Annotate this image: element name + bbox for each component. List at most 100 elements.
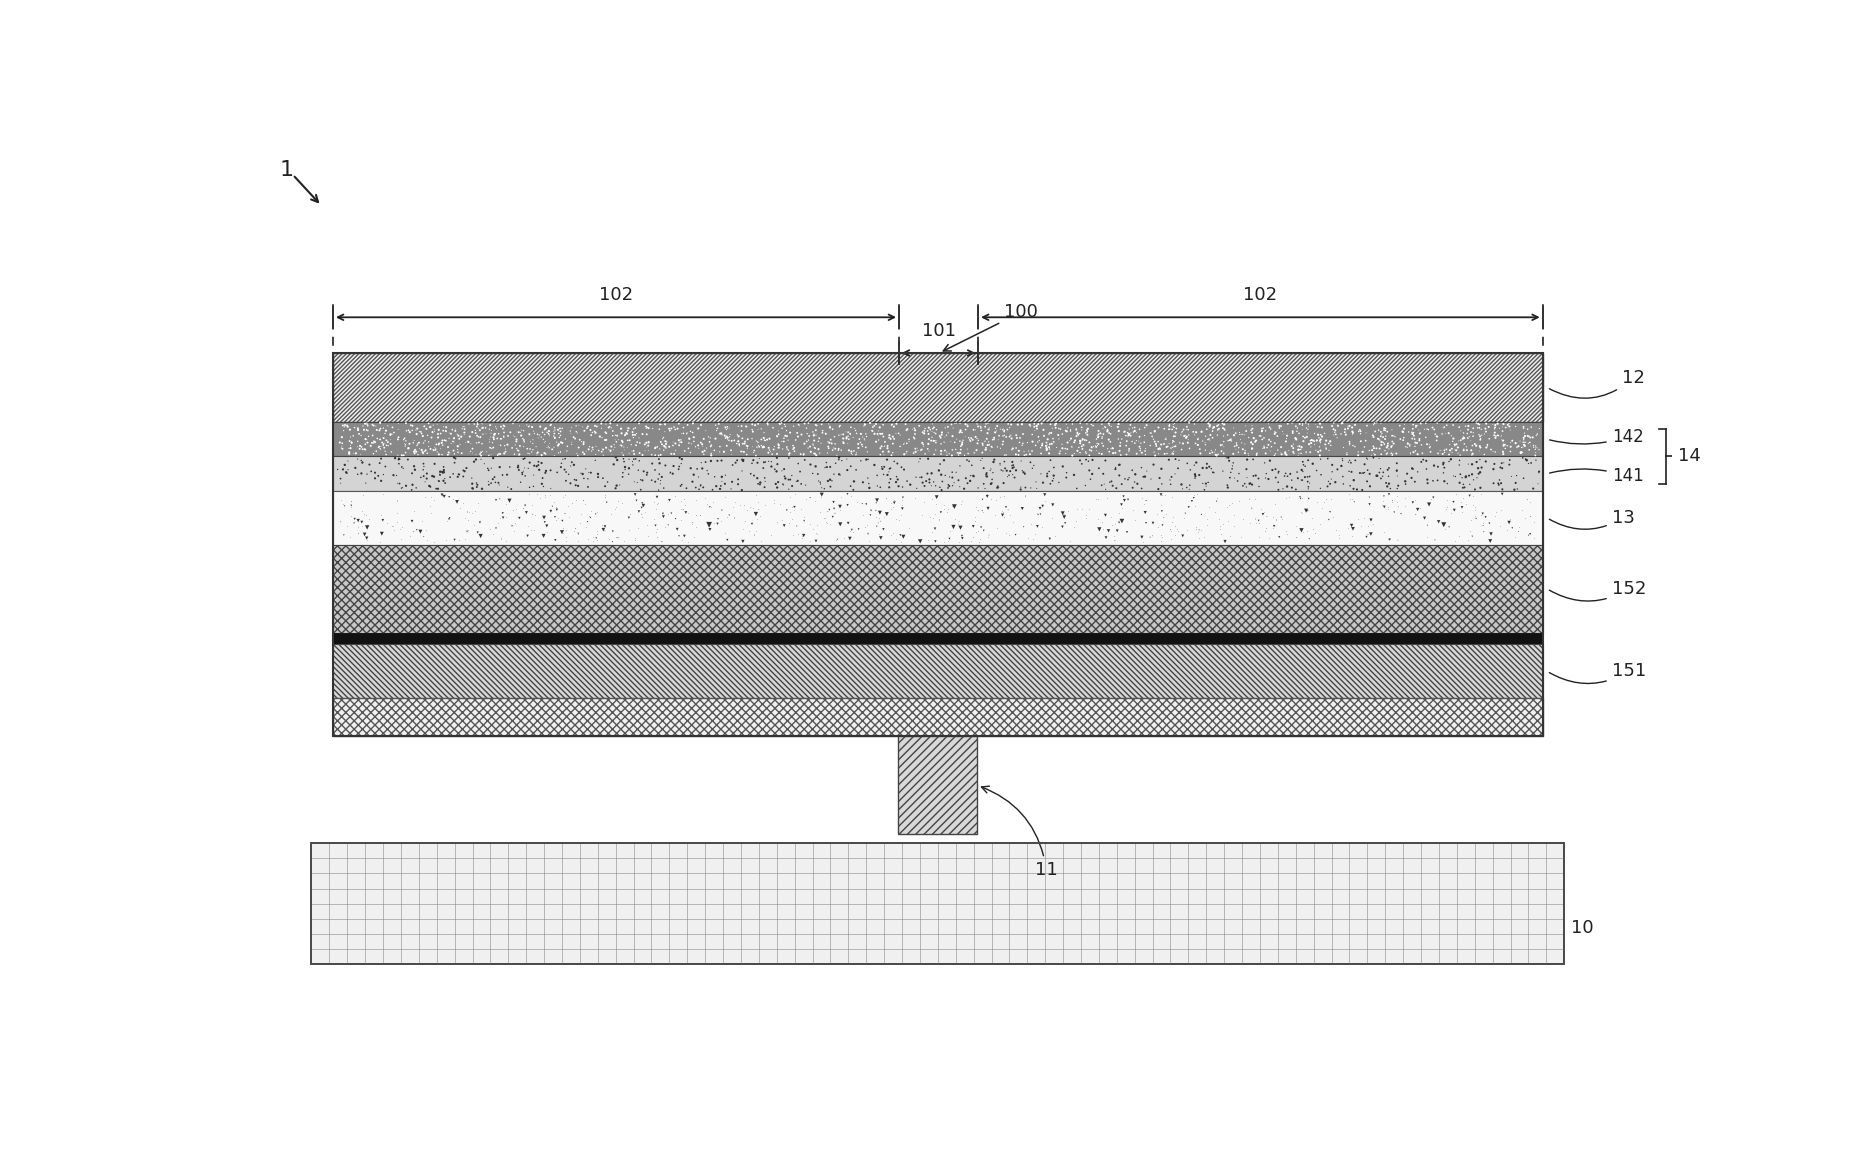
Point [1493,513,1523,532]
Point [1253,528,1283,547]
Point [1367,467,1396,485]
Point [719,510,748,528]
Point [553,507,583,526]
Point [481,418,511,437]
Point [1140,422,1170,440]
Point [1435,426,1465,445]
Point [630,441,659,460]
Point [1521,438,1551,456]
Point [711,508,741,527]
Point [1448,440,1478,459]
Point [509,431,539,449]
Point [509,499,539,518]
Point [821,446,851,464]
Point [836,425,865,444]
Point [973,415,1003,433]
Point [1395,444,1424,462]
Point [626,470,656,489]
Point [345,452,375,470]
Point [875,470,904,489]
Point [825,501,854,520]
Point [940,497,969,515]
Point [1510,449,1539,468]
Point [648,430,678,448]
Point [1460,498,1489,516]
Point [1084,520,1114,538]
Point [1357,437,1387,455]
Point [1172,420,1201,439]
Point [416,488,446,506]
Point [888,496,917,514]
Point [1248,503,1278,521]
Point [581,424,611,442]
Point [667,433,696,452]
Point [1270,522,1300,541]
Point [383,446,412,464]
Point [557,453,587,471]
Point [1300,435,1330,454]
Point [442,440,472,459]
Point [475,459,505,477]
Point [815,515,845,534]
Point [518,431,548,449]
Point [1224,439,1253,457]
Point [800,422,830,440]
Point [624,415,654,433]
Point [706,479,735,498]
Point [1086,415,1116,433]
Point [485,430,514,448]
Point [1463,450,1493,469]
Point [747,419,776,438]
Point [1105,437,1135,455]
Point [622,433,652,452]
Point [1135,528,1164,547]
Point [906,468,936,486]
Point [366,430,396,448]
Point [474,446,503,464]
Point [899,425,928,444]
Point [1161,437,1190,455]
Point [1409,415,1439,433]
Point [821,530,851,549]
Point [776,477,806,496]
Point [1012,433,1042,452]
Point [995,506,1025,525]
Point [475,446,505,464]
Point [1292,417,1322,435]
Point [1018,432,1047,450]
Point [1307,493,1337,512]
Point [416,418,446,437]
Point [1354,464,1383,483]
Point [464,493,494,512]
Point [984,456,1014,475]
Point [529,420,559,439]
Point [589,440,618,459]
Point [1131,416,1161,434]
Point [665,431,695,449]
Point [546,442,576,461]
Point [1313,449,1343,468]
Point [806,475,836,493]
Point [1042,438,1071,456]
Point [377,516,407,535]
Point [1272,477,1302,496]
Point [1229,434,1259,453]
Point [1105,446,1135,464]
Point [613,422,643,440]
Point [607,432,637,450]
Point [1302,431,1331,449]
Point [1055,430,1084,448]
Point [917,508,947,527]
Point [1086,513,1116,532]
Point [617,423,646,441]
Point [687,460,717,478]
Point [971,485,1001,504]
Point [812,453,841,471]
Point [676,514,706,533]
Point [1357,426,1387,445]
Point [633,434,663,453]
Point [329,494,358,513]
Point [711,428,741,447]
Point [1294,442,1324,461]
Point [847,435,877,454]
